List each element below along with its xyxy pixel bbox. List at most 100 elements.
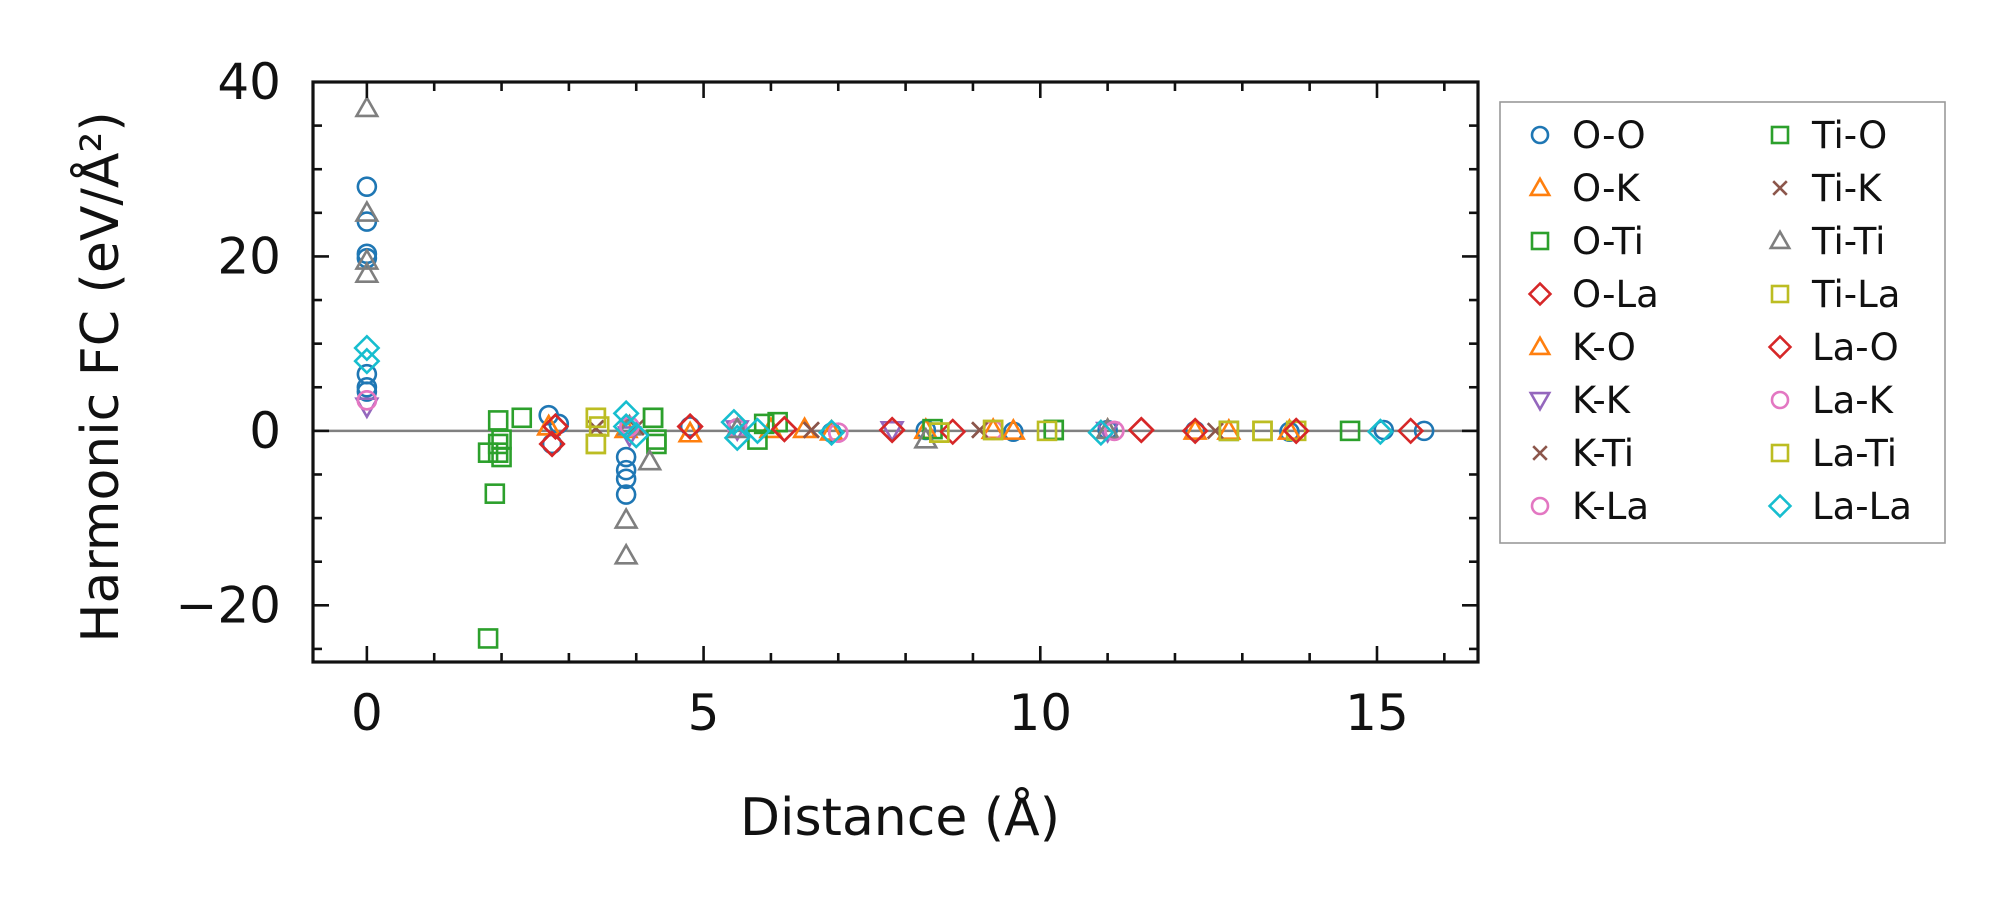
point-La-La-10 <box>1366 418 1394 446</box>
legend-item-Ti-La: Ti-La <box>1770 273 1900 316</box>
point-Ti-La-1 <box>585 433 607 455</box>
legend-label: K-La <box>1572 485 1649 528</box>
legend-item-O-Ti: O-Ti <box>1530 220 1644 263</box>
point-La-O-0 <box>538 430 566 458</box>
legend-item-La-Ti: La-Ti <box>1770 432 1897 475</box>
point-Ti-Ti-3 <box>354 260 380 283</box>
series-La-La <box>353 334 1394 452</box>
point-La-O-4 <box>878 416 906 444</box>
point-La-Ti-0 <box>585 407 607 429</box>
legend-label: K-Ti <box>1572 432 1634 475</box>
series-La-Ti <box>585 407 1273 455</box>
legend-marker-Ti-O <box>1770 125 1790 145</box>
point-Ti-Ti-4 <box>613 506 639 529</box>
x-tick-label: 5 <box>688 684 720 742</box>
legend-label: La-Ti <box>1812 432 1897 475</box>
legend-marker-O-K <box>1528 176 1552 197</box>
point-La-La-2 <box>612 399 640 427</box>
x-axis-label: Distance (Å) <box>740 786 1060 848</box>
x-tick-label: 0 <box>351 684 383 742</box>
legend-marker-O-O <box>1530 125 1550 145</box>
point-La-La-6 <box>723 424 751 452</box>
legend-marker-Ti-Ti <box>1768 229 1792 250</box>
point-Ti-O-6 <box>646 429 667 450</box>
legend-label: La-K <box>1812 379 1895 422</box>
legend-label: K-K <box>1572 379 1632 422</box>
plot-area <box>313 95 1478 649</box>
point-K-K-3 <box>879 420 905 443</box>
point-O-O-13 <box>615 484 637 505</box>
legend-marker-O-La <box>1527 281 1553 307</box>
legend-item-La-K: La-K <box>1770 379 1895 422</box>
point-O-O-12 <box>615 468 637 490</box>
point-O-O-14 <box>679 416 701 437</box>
y-tick-label: 20 <box>217 227 281 285</box>
point-La-La-4 <box>622 421 650 449</box>
x-tick-label: 15 <box>1345 684 1409 742</box>
legend-box <box>1499 101 1946 544</box>
point-Ti-O-5 <box>642 407 664 429</box>
legend-marker-La-Ti <box>1770 443 1790 463</box>
point-La-Ti-3 <box>982 419 1004 441</box>
y-tick-label: −20 <box>175 576 281 634</box>
point-La-La-8 <box>817 419 846 447</box>
x-tick-label: 10 <box>1008 684 1072 742</box>
legend-item-K-K: K-K <box>1528 379 1632 422</box>
point-Ti-O-3 <box>491 446 512 468</box>
series-La-O <box>538 412 1310 458</box>
point-O-Ti-7 <box>767 411 788 433</box>
axes-frame <box>311 80 1480 664</box>
point-La-Ti-2 <box>928 422 950 443</box>
series-Ti-Ti <box>354 95 1121 565</box>
point-O-Ti-8 <box>922 418 943 440</box>
point-O-O-23 <box>1413 420 1435 442</box>
point-O-La-7 <box>1181 417 1209 445</box>
point-La-K-2 <box>827 422 849 443</box>
legend-marker-La-La <box>1767 493 1793 519</box>
legend-marker-K-K <box>1528 391 1552 412</box>
legend-item-La-O: La-O <box>1767 326 1899 369</box>
point-Ti-Ti-8 <box>724 416 750 439</box>
point-Ti-Ti-2 <box>354 247 380 270</box>
legend-item-K-La: K-La <box>1530 485 1649 528</box>
legend-marker-O-Ti <box>1530 231 1550 251</box>
point-La-O-5 <box>1127 416 1155 444</box>
point-La-K-0 <box>356 390 378 411</box>
legend-item-O-La: O-La <box>1527 273 1659 316</box>
point-Ti-Ti-5 <box>613 542 639 565</box>
legend-label: O-La <box>1572 273 1659 316</box>
point-O-K-8 <box>1182 417 1208 440</box>
point-O-Ti-11 <box>1339 420 1361 442</box>
y-tick-label: 0 <box>249 402 281 460</box>
point-Ti-Ti-1 <box>354 199 380 222</box>
point-La-La-0 <box>353 334 381 362</box>
point-La-O-3 <box>770 415 798 443</box>
legend-marker-Ti-K <box>1772 180 1788 196</box>
point-La-O-6 <box>1282 417 1310 445</box>
point-La-K-3 <box>1104 420 1125 442</box>
legend-item-Ti-O: Ti-O <box>1770 114 1887 157</box>
point-Ti-Ti-6 <box>637 448 663 471</box>
legend-item-O-K: O-K <box>1528 167 1642 210</box>
legend-marker-Ti-La <box>1770 284 1790 304</box>
point-La-Ti-1 <box>585 433 607 455</box>
series-O-O <box>356 176 1435 505</box>
legend-item-K-O: K-O <box>1528 326 1636 369</box>
point-Ti-O-2 <box>477 442 499 463</box>
point-La-O-2 <box>676 412 704 441</box>
point-La-La-1 <box>353 347 381 375</box>
point-La-La-5 <box>720 408 748 436</box>
legend-item-K-Ti: K-Ti <box>1532 432 1634 475</box>
legend-label: Ti-Ti <box>1811 220 1885 263</box>
legend-marker-La-K <box>1770 390 1790 410</box>
point-La-La-7 <box>743 417 771 445</box>
legend-marker-La-O <box>1767 334 1793 360</box>
legend-label: O-O <box>1572 114 1646 157</box>
legend-label: K-O <box>1572 326 1636 369</box>
legend-item-La-La: La-La <box>1767 485 1912 528</box>
legend-marker-K-La <box>1530 496 1550 516</box>
legend-marker-K-Ti <box>1532 445 1548 461</box>
point-Ti-La-8 <box>1285 420 1307 442</box>
legend-label: O-K <box>1572 167 1642 210</box>
